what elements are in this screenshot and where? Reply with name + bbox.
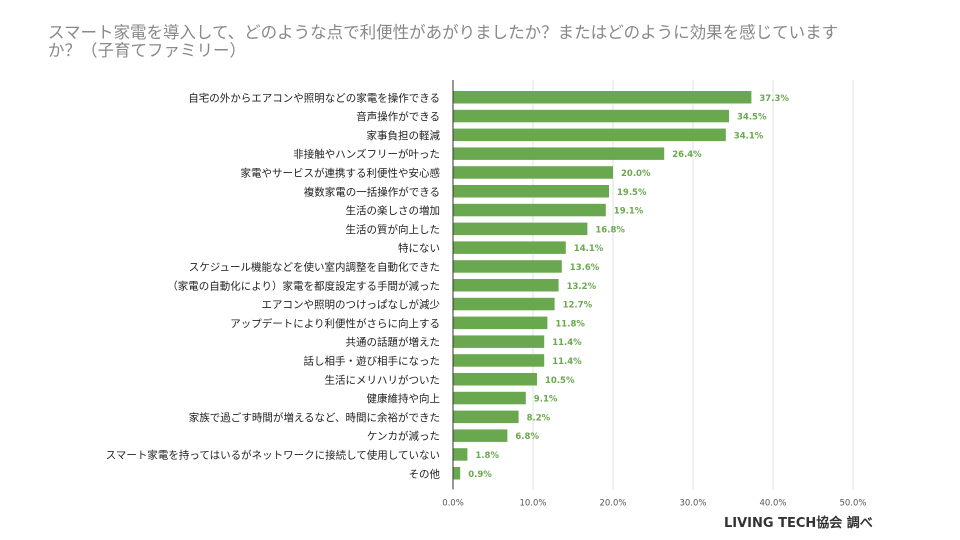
bar (453, 391, 526, 405)
bar (453, 260, 562, 273)
bar (453, 128, 726, 142)
bar (453, 166, 613, 179)
data-label: 34.1% (734, 131, 764, 141)
bar (453, 241, 566, 254)
category-label: ケンカが減った (367, 430, 440, 443)
data-label: 6.8% (515, 432, 539, 442)
category-label: 生活の楽しさの増加 (346, 204, 441, 217)
category-label: 複数家電の一括操作ができる (304, 185, 440, 198)
bar (453, 316, 548, 330)
category-label: エアコンや照明のつけっぱなしが減少 (262, 298, 441, 311)
bar (453, 410, 519, 424)
bar (453, 354, 545, 367)
bar (453, 222, 588, 236)
category-label: スケジュール機能などを使い室内調整を自動化できた (189, 260, 440, 273)
category-label: アップデートにより利便性がさらに向上する (230, 317, 440, 330)
category-label: 音声操作ができる (356, 110, 440, 123)
value-labels: 37.3% 34.5% 34.1% 26.4% 20.0% 19.5% 19.1% 16.8%… (468, 94, 789, 480)
data-label: 11.4% (552, 357, 582, 367)
category-label: 家電やサービスが連携する利便性や安心感 (241, 166, 441, 179)
data-label: 19.5% (617, 188, 647, 198)
data-label: 13.6% (570, 263, 600, 273)
data-label: 19.1% (614, 207, 644, 217)
x-tick-label: 0.0% (442, 499, 464, 509)
category-label: 家事負担の軽減 (367, 129, 441, 142)
data-label: 1.8% (475, 451, 499, 461)
bar (453, 448, 468, 461)
x-axis-ticks: 0.0% 10.0% 20.0% 30.0% 40.0% 50.0% (442, 499, 866, 509)
category-label: スマート家電を持ってはいるがネットワークに接続して使用していない (106, 448, 440, 461)
data-label: 10.5% (545, 376, 575, 386)
bar (453, 467, 461, 480)
category-label: 生活の質が向上した (346, 223, 441, 236)
bar (453, 91, 752, 104)
chart-title: スマート家電を導入して、どのような点で利便性があがりましたか？またはどのように効… (48, 23, 839, 60)
x-tick-label: 10.0% (519, 499, 546, 509)
data-label: 26.4% (672, 150, 702, 160)
bar (453, 109, 729, 123)
bar (453, 279, 559, 292)
data-label: 16.8% (595, 225, 625, 235)
data-label: 8.2% (527, 413, 551, 423)
bar (453, 147, 665, 160)
data-label: 11.4% (552, 338, 582, 348)
bar (453, 373, 537, 386)
data-label: 0.9% (468, 470, 492, 480)
data-label: 34.5% (737, 113, 767, 123)
bar (453, 185, 609, 198)
category-label: その他 (409, 467, 441, 480)
x-tick-label: 30.0% (679, 499, 706, 509)
data-label: 37.3% (759, 94, 789, 104)
category-label: （家電の自動化により）家電を都度設定する手間が減った (167, 279, 440, 292)
bars (453, 91, 752, 480)
bar (453, 297, 555, 311)
bar (453, 335, 545, 348)
x-tick-label: 20.0% (599, 499, 626, 509)
data-label: 9.1% (534, 395, 558, 405)
category-label: 非接触やハンズフリーが叶った (293, 148, 440, 161)
bar (453, 429, 508, 442)
source-credit: LIVING TECH協会 調べ (724, 516, 873, 531)
category-label: 健康維持や向上 (367, 392, 441, 405)
category-label: 生活にメリハリがついた (325, 373, 441, 386)
data-label: 11.8% (555, 319, 585, 329)
data-label: 20.0% (621, 169, 651, 179)
data-label: 14.1% (574, 244, 604, 254)
data-label: 13.2% (567, 282, 597, 292)
x-tick-label: 40.0% (759, 499, 786, 509)
category-label: 話し相手・遊び相手になった (304, 354, 441, 367)
category-label: 共通の話題が増えた (346, 336, 441, 349)
bar (453, 203, 606, 217)
x-tick-label: 50.0% (839, 499, 866, 509)
data-label: 12.7% (563, 301, 593, 311)
category-labels: 自宅の外からエアコンや照明などの家電を操作できる音声操作ができる家事負担の軽減非… (106, 91, 441, 480)
category-label: 家族で過ごす時間が増えるなど、時間に余裕ができた (189, 411, 440, 424)
category-label: 自宅の外からエアコンや照明などの家電を操作できる (188, 91, 440, 104)
category-label: 特にない (398, 243, 440, 255)
